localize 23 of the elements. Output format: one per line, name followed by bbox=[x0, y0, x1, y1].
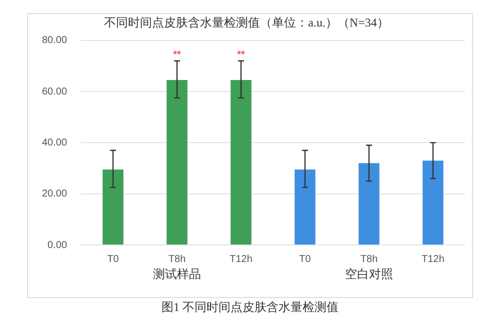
bar bbox=[358, 163, 380, 244]
bar bbox=[230, 80, 252, 244]
x-tick-label: T12h bbox=[230, 254, 252, 265]
y-tick-label: 60.00 bbox=[42, 86, 68, 98]
bar bbox=[422, 160, 444, 244]
annotation: ** bbox=[173, 50, 182, 61]
bar bbox=[294, 170, 316, 244]
bar bbox=[102, 170, 124, 244]
text: 测试样品 bbox=[153, 267, 202, 282]
x-tick-label: T12h bbox=[422, 254, 444, 265]
x-tick-label: T8h bbox=[168, 254, 186, 265]
caption: 图1 不同时间点皮肤含水量检测值 bbox=[162, 300, 338, 314]
chart-title: 不同时间点皮肤含水量检测值（单位：a.u.）（N=34） bbox=[104, 15, 389, 30]
y-tick-label: 80.00 bbox=[42, 35, 68, 46]
x-tick-label: T0 bbox=[107, 254, 120, 265]
x-tick-label: T8h bbox=[360, 254, 378, 265]
annotation: ** bbox=[237, 50, 246, 61]
bar bbox=[166, 80, 188, 244]
y-tick-label: 20.00 bbox=[42, 188, 68, 200]
y-tick-label: 0.00 bbox=[48, 240, 68, 251]
y-tick-label: 40.00 bbox=[42, 137, 68, 148]
text: 空白对照 bbox=[345, 267, 394, 282]
x-tick-label: T0 bbox=[299, 254, 312, 265]
